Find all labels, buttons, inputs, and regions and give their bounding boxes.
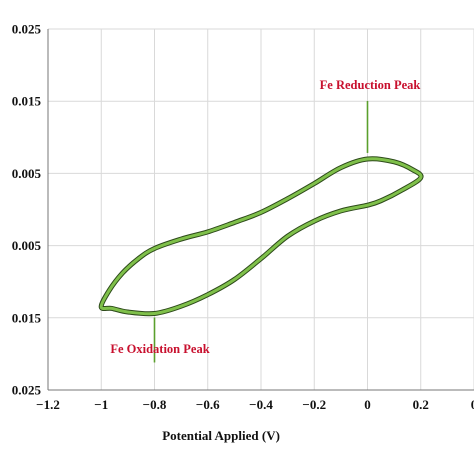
x-tick-label: −0.4 [249, 397, 273, 412]
annotation-label: Fe Oxidation Peak [110, 342, 209, 356]
axes: −1.2 −1 −0.8 −0.6 −0.4 −0.2 0 0.2 0 0.025 0.015 0.0… [12, 22, 474, 412]
y-tick-label: 0.015 [12, 310, 42, 325]
y-tick-label: 0.025 [12, 383, 42, 398]
y-tick-label: 0.005 [12, 238, 42, 253]
series-layer [98, 156, 424, 317]
y-tick-label: 0.025 [12, 22, 42, 37]
x-tick-label: −0.2 [302, 397, 326, 412]
y-tick-label: 0.005 [12, 166, 42, 181]
x-tick-label: −0.8 [143, 397, 167, 412]
annotation-label: Fe Reduction Peak [320, 78, 421, 92]
series-line [99, 157, 423, 316]
x-tick-label: 0 [364, 397, 371, 412]
x-tick-label: 0 [471, 397, 474, 412]
x-tick-label: −1 [94, 397, 108, 412]
x-axis-title: Potential Applied (V) [162, 428, 280, 443]
x-tick-label: 0.2 [413, 397, 429, 412]
annotations: Fe Reduction Peak Fe Oxidation Peak [110, 78, 421, 363]
x-tick-label: −0.6 [196, 397, 220, 412]
x-tick-label: −1.2 [36, 397, 60, 412]
y-tick-label: 0.015 [12, 94, 42, 109]
